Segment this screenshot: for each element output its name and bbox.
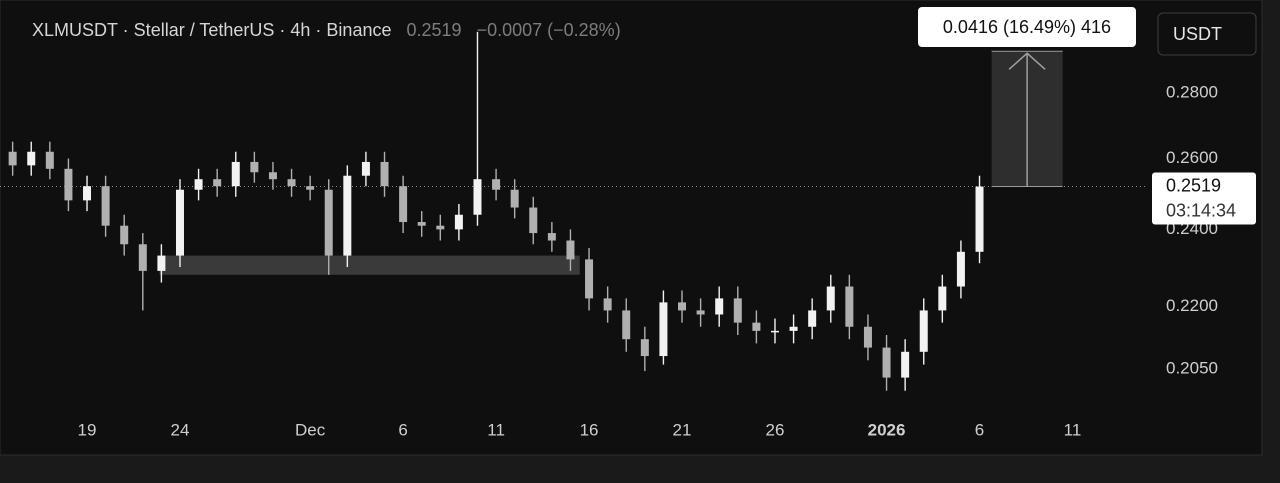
y-tick-label: 0.2600: [1166, 148, 1218, 167]
candle-body: [45, 151, 54, 169]
candle-body: [194, 179, 203, 190]
candle-body: [640, 339, 649, 357]
candle-body: [101, 186, 110, 226]
x-tick-label: 11: [1064, 420, 1082, 439]
x-tick-label: 26: [766, 420, 785, 439]
x-tick-label: 6: [975, 420, 984, 439]
candle-body: [417, 222, 426, 226]
candle-body: [27, 151, 36, 166]
measure-arrow-head: [1008, 52, 1046, 70]
candle-body: [306, 186, 315, 190]
x-tick-label: Dec: [295, 420, 326, 439]
y-tick-label: 0.2800: [1166, 82, 1218, 101]
candle-body: [733, 298, 742, 323]
x-tick-label: 21: [673, 420, 692, 439]
candle-body: [454, 214, 463, 230]
x-tick-label: 2026: [868, 420, 906, 439]
candle-body: [361, 161, 370, 176]
candle-body: [566, 240, 575, 260]
candle-body: [808, 310, 817, 327]
candle-body: [250, 161, 259, 173]
countdown: 03:14:34: [1166, 200, 1236, 220]
x-tick-label: 11: [487, 420, 505, 439]
candle-body: [287, 179, 296, 187]
candle-body: [919, 310, 928, 352]
zone: [159, 255, 580, 275]
candle-body: [901, 351, 910, 378]
price-label: 0.2519: [1166, 175, 1221, 195]
candle-body: [138, 244, 147, 271]
candle-body: [268, 172, 277, 180]
x-tick-label: 6: [398, 420, 407, 439]
candle-body: [120, 225, 129, 245]
x-tick-label: 16: [580, 420, 599, 439]
measure-label-box: [918, 7, 1136, 47]
currency-button[interactable]: [1157, 12, 1257, 56]
candle-body: [956, 251, 965, 287]
price-label-box: [1152, 172, 1256, 225]
candle-body: [622, 310, 631, 340]
symbol-title: XLMUSDT · Stellar / TetherUS · 4h · Bina…: [32, 20, 392, 40]
candle-body: [231, 161, 240, 187]
candle-body: [696, 310, 705, 315]
candle-body: [343, 175, 352, 256]
currency-label[interactable]: USDT: [1173, 24, 1222, 44]
candle-body: [752, 322, 761, 331]
candle-body: [789, 326, 798, 331]
x-tick-label: 19: [78, 420, 97, 439]
candle-body: [715, 298, 724, 315]
candle-body: [975, 186, 984, 252]
candle-body: [938, 286, 947, 311]
measure-label: 0.0416 (16.49%) 416: [943, 17, 1111, 37]
candle-body: [863, 326, 872, 348]
x-tick-label: 24: [171, 420, 190, 439]
candle-body: [882, 347, 891, 378]
candle-body: [175, 189, 184, 256]
candle-body: [64, 168, 73, 201]
candle-body: [399, 186, 408, 223]
candle-body: [659, 302, 668, 357]
candle-body: [510, 189, 519, 208]
candle-body: [380, 161, 389, 187]
y-tick-label: 0.2200: [1166, 296, 1218, 315]
chart-panel: [0, 0, 1263, 456]
candle-body: [473, 179, 482, 215]
candle-body: [213, 179, 222, 187]
last-price: 0.2519: [406, 20, 462, 40]
candle-body: [603, 298, 612, 311]
y-tick-label: 0.2050: [1166, 358, 1218, 377]
candle-body: [436, 225, 445, 230]
candle-body: [770, 330, 779, 333]
candle-body: [324, 189, 333, 256]
price-change: −0.0007 (−0.28%): [476, 20, 621, 40]
candle-body: [585, 259, 594, 299]
candle-body: [8, 151, 17, 166]
candle-body: [547, 233, 556, 241]
candle-body: [845, 286, 854, 327]
candle-body: [157, 255, 166, 271]
candle-body: [826, 286, 835, 311]
candle-body: [83, 186, 92, 201]
candle-body: [529, 207, 538, 234]
candle-body: [678, 302, 687, 311]
header: XLMUSDT · Stellar / TetherUS · 4h · Bina…: [32, 20, 631, 41]
candle-body: [492, 179, 501, 190]
